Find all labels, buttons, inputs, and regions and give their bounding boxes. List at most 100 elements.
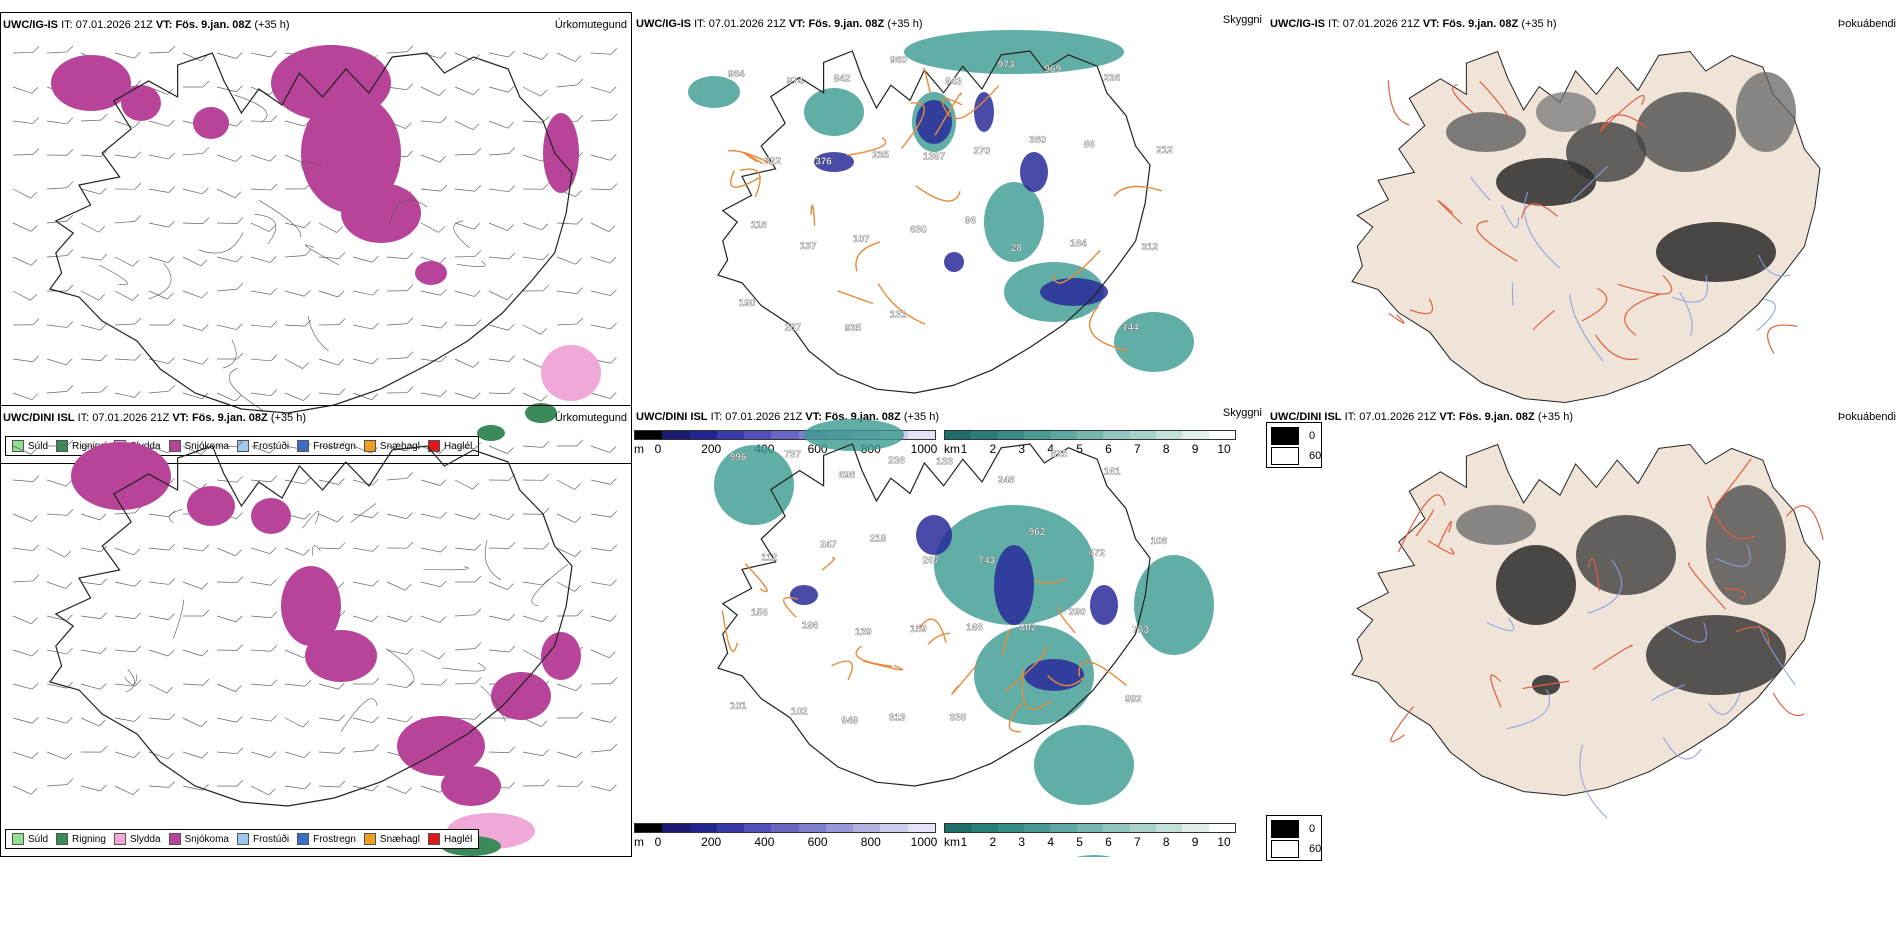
wind-barb xyxy=(284,255,305,258)
road-line xyxy=(1004,645,1047,693)
colorbar-swatch xyxy=(1182,431,1209,439)
wind-barb xyxy=(12,615,32,625)
colorbar-swatch xyxy=(997,824,1025,832)
wind-barb-tick xyxy=(474,513,481,520)
wind-barb-tick xyxy=(235,549,242,557)
wind-barb-tick xyxy=(304,477,311,485)
wind-barb xyxy=(114,154,135,159)
wind-barb-tick xyxy=(508,387,516,394)
road-line xyxy=(1021,669,1052,710)
wind-barb-tick xyxy=(439,155,446,163)
snow-area xyxy=(397,716,485,776)
colorbar-swatch xyxy=(907,431,935,439)
cloudbase-label: 156 xyxy=(751,607,768,618)
wind-barb xyxy=(454,324,476,326)
wind-barb xyxy=(12,479,33,482)
wind-barb-tick xyxy=(610,113,618,121)
wind-barb-tick xyxy=(474,713,482,720)
wind-barb xyxy=(590,119,611,122)
cloudbase-label: 161 xyxy=(1104,466,1121,477)
wind-barb xyxy=(284,290,305,297)
panel-title: UWC/DINI ISL IT: 07.01.2026 21Z VT: Fös.… xyxy=(1270,411,1573,423)
wind-barb xyxy=(556,751,577,759)
fog-panel-name: Þokuábendi xyxy=(1837,18,1896,30)
wind-barb-tick xyxy=(235,155,243,162)
wind-barb xyxy=(522,120,543,123)
wind-barb xyxy=(454,120,474,131)
road-line xyxy=(484,540,502,581)
cloudbase-height-labels: 996 737 698 238 133 248 825 161 108 112 247 219 267 7… xyxy=(730,449,1168,727)
wind-barb xyxy=(114,717,135,722)
wind-barb-tick xyxy=(610,743,618,751)
wind-barb xyxy=(250,154,271,162)
wind-barb-tick xyxy=(236,779,244,787)
snow-area xyxy=(251,498,291,534)
colorbar-tick: 3 xyxy=(1018,442,1026,456)
river-line xyxy=(1571,165,1609,202)
model-name: UWC/DINI ISL xyxy=(636,411,708,423)
precip-type-legend: Súld Rigning Slydda Snjókoma Frostúði Frostre… xyxy=(5,829,480,849)
legend-label: Slydda xyxy=(129,833,161,845)
wind-barb xyxy=(114,649,135,653)
cloudbase-label: 962 xyxy=(1029,527,1046,538)
wind-barb xyxy=(590,581,611,586)
river-line xyxy=(1715,544,1751,567)
colorbar-tick: 1000 xyxy=(910,442,938,456)
wind-barb-tick xyxy=(404,584,412,591)
wind-barb xyxy=(454,153,475,156)
road-line xyxy=(1476,220,1518,262)
river-line xyxy=(1665,622,1707,643)
wind-barb-tick xyxy=(270,644,278,652)
wind-barb-tick xyxy=(474,677,482,684)
river-line xyxy=(1569,293,1604,362)
wind-barb xyxy=(114,323,135,326)
wind-barb xyxy=(12,120,33,124)
fog-legend-min: 0 xyxy=(1309,823,1316,835)
wind-barb xyxy=(590,392,611,399)
wind-barb-tick xyxy=(268,225,276,232)
wind-barb-tick xyxy=(168,713,176,720)
wind-barb xyxy=(352,256,373,263)
legend-label: Snjókoma xyxy=(184,440,229,452)
wind-barb-tick xyxy=(100,385,108,393)
road-line xyxy=(1581,287,1608,322)
road-line xyxy=(1415,508,1434,537)
river-line xyxy=(1470,176,1491,201)
road-lines xyxy=(1387,80,1798,361)
wind-barb-tick xyxy=(202,544,210,552)
wind-barb xyxy=(590,445,610,453)
legend-label: Slydda xyxy=(129,440,161,452)
wind-barb-tick xyxy=(304,319,312,327)
visibility-area xyxy=(1114,312,1194,372)
wind-barb xyxy=(114,581,135,587)
wind-barb-tick xyxy=(168,318,176,326)
wind-barb-tick xyxy=(270,354,278,362)
fog-shading xyxy=(1456,485,1786,695)
road-line xyxy=(1600,114,1647,132)
wind-barb-tick xyxy=(474,642,482,649)
wind-barb-tick xyxy=(372,255,379,263)
wind-barb xyxy=(216,581,238,583)
wind-barb xyxy=(46,513,67,516)
legend-item-7: Haglél xyxy=(427,833,472,845)
colorbar-swatch xyxy=(971,431,998,439)
colorbar-swatch xyxy=(635,431,663,439)
wind-barb xyxy=(46,751,66,760)
wind-barb xyxy=(284,479,305,485)
road-line xyxy=(1078,660,1127,687)
wind-barb xyxy=(284,683,305,687)
legend-item-2: Slydda xyxy=(113,833,161,845)
road-line xyxy=(1479,80,1511,120)
road-line xyxy=(1437,520,1452,547)
colorbar-swatch xyxy=(1155,824,1183,832)
colorbar-tick: 5 xyxy=(1076,835,1083,849)
cloudbase-label: 943 xyxy=(945,76,962,87)
fog-area xyxy=(1566,122,1646,182)
wind-barb-tick xyxy=(200,259,208,267)
fog-panel-name: Þokuábendi xyxy=(1837,411,1896,423)
wind-barb xyxy=(182,479,201,490)
wind-barb-tick xyxy=(440,390,447,397)
wind-barb xyxy=(182,581,202,590)
road-line xyxy=(863,660,904,671)
cloudbase-label: 960 xyxy=(890,55,907,66)
